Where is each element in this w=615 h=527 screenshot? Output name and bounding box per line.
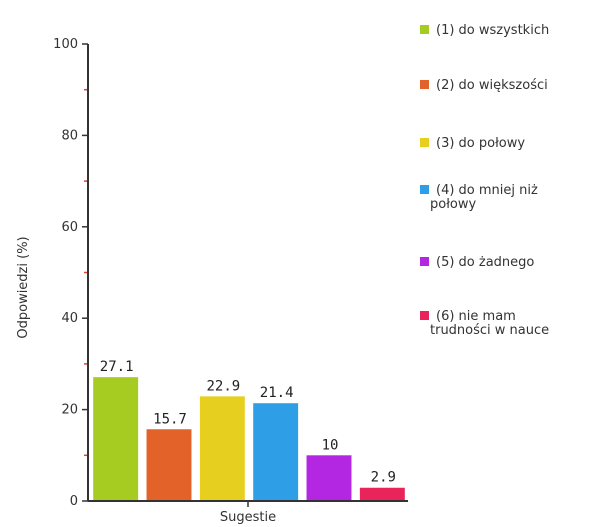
bars — [93, 377, 405, 501]
data-labels: 27.1 15.7 22.9 21.4 10 2.9 — [100, 359, 396, 486]
y-tick-label: 40 — [61, 311, 78, 326]
legend-label: połowy — [430, 197, 476, 212]
legend-label: (3) do połowy — [436, 136, 525, 151]
legend-label: (4) do mniej niż — [436, 183, 538, 198]
legend: (1) do wszystkich (2) do większości (3) do… — [420, 23, 549, 338]
y-axis-title: Odpowiedzi (%) — [16, 236, 31, 338]
bar-value-label: 2.9 — [371, 470, 396, 486]
legend-swatch — [420, 138, 429, 147]
bar — [93, 377, 139, 501]
y-tick-label: 0 — [70, 494, 78, 509]
y-tick-label: 60 — [61, 220, 78, 235]
legend-label: trudności w nauce — [430, 323, 549, 338]
legend-swatch — [420, 25, 429, 34]
legend-label: (1) do wszystkich — [436, 23, 549, 38]
legend-label: (2) do większości — [436, 78, 548, 93]
legend-swatch — [420, 311, 429, 320]
bar — [199, 396, 245, 501]
bar-value-label: 10 — [322, 437, 339, 453]
bar — [253, 403, 299, 501]
bar-value-label: 21.4 — [260, 385, 294, 401]
y-tick-label: 100 — [53, 37, 78, 52]
y-axis-ticks: 0 20 40 60 80 100 — [53, 37, 88, 509]
y-tick-label: 20 — [61, 403, 78, 418]
legend-swatch — [420, 257, 429, 266]
bar-value-label: 22.9 — [206, 378, 240, 394]
legend-label: (6) nie mam — [436, 309, 516, 324]
bar — [146, 429, 192, 501]
bar-value-label: 15.7 — [153, 411, 187, 427]
legend-swatch — [420, 80, 429, 89]
y-tick-label: 80 — [61, 128, 78, 143]
bar — [306, 455, 352, 501]
x-axis-title: Sugestie — [220, 510, 276, 525]
bar-value-label: 27.1 — [100, 359, 134, 375]
bar — [359, 487, 405, 501]
legend-label: (5) do żadnego — [436, 255, 534, 270]
legend-swatch — [420, 185, 429, 194]
